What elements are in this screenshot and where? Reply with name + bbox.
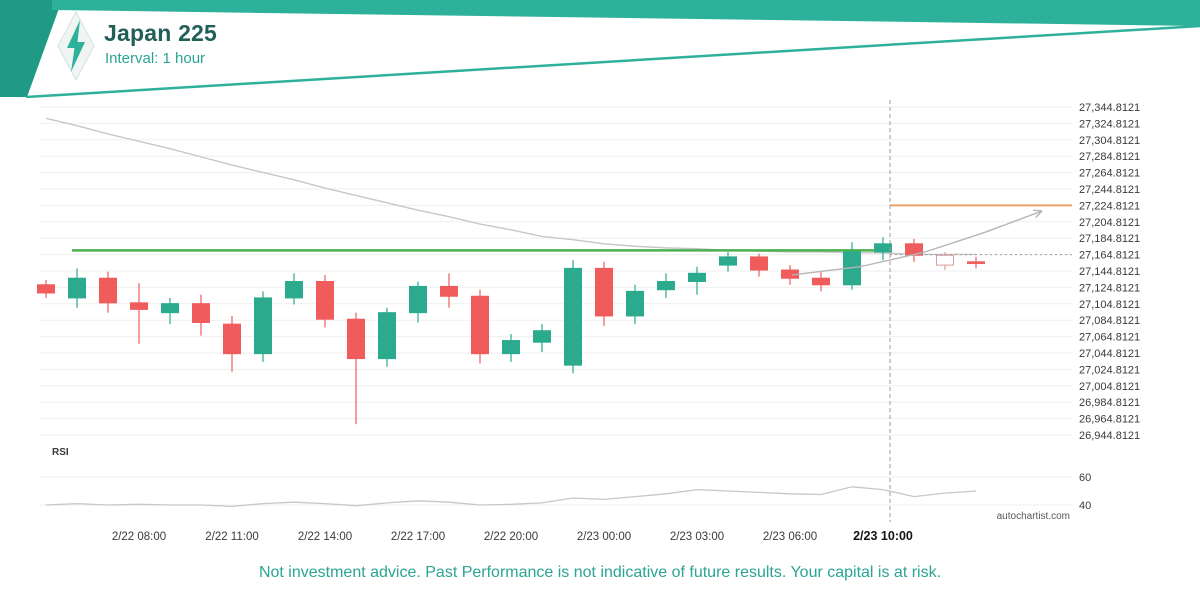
forecast-line <box>791 210 1043 276</box>
banner-diagonal-edge <box>25 24 1200 98</box>
candle-body <box>285 281 303 299</box>
candle-body <box>626 290 644 317</box>
candle-body <box>68 277 86 299</box>
candle-body <box>130 302 148 310</box>
price-tick-label: 27,284.8121 <box>1079 151 1140 163</box>
price-tick-label: 26,944.8121 <box>1079 430 1140 442</box>
x-axis-label: 2/23 06:00 <box>763 531 817 543</box>
x-axis-label: 2/22 08:00 <box>112 531 166 543</box>
price-tick-label: 27,224.8121 <box>1079 200 1140 212</box>
moving-average-line <box>45 117 976 256</box>
price-tick-label: 27,164.8121 <box>1079 250 1140 262</box>
x-axis-label: 2/22 14:00 <box>298 531 352 543</box>
price-tick-label: 27,324.8121 <box>1079 118 1140 130</box>
watermark: autochartist.com <box>996 511 1070 522</box>
candle-body <box>812 277 830 286</box>
candle-body <box>936 254 954 266</box>
price-tick-label: 27,004.8121 <box>1079 381 1140 393</box>
banner-left-band <box>0 0 62 97</box>
candle-body <box>161 303 179 314</box>
price-tick-label: 27,184.8121 <box>1079 233 1140 245</box>
candle-body <box>223 323 241 355</box>
price-tick-label: 27,244.8121 <box>1079 184 1140 196</box>
price-tick-label: 27,264.8121 <box>1079 168 1140 180</box>
x-axis-label: 2/23 10:00 <box>853 529 913 543</box>
x-axis-label: 2/23 03:00 <box>670 531 724 543</box>
header-banner <box>0 0 1200 98</box>
candle-body <box>37 284 55 294</box>
x-axis-label: 2/23 00:00 <box>577 531 631 543</box>
disclaimer-text: Not investment advice. Past Performance … <box>258 564 942 581</box>
candle-body <box>440 285 458 297</box>
price-tick-label: 27,024.8121 <box>1079 364 1140 376</box>
candle-body <box>688 272 706 283</box>
candle-body <box>471 295 489 355</box>
candle-body <box>254 297 272 355</box>
x-axis-label: 2/22 20:00 <box>484 531 538 543</box>
price-tick-label: 27,084.8121 <box>1079 315 1140 327</box>
price-tick-label: 27,344.8121 <box>1079 102 1140 114</box>
interval-label: Interval: 1 hour <box>105 50 206 67</box>
forecast-arrowhead <box>1032 209 1043 212</box>
candle-body <box>502 340 520 355</box>
x-axis-label: 2/22 17:00 <box>391 531 445 543</box>
candle-body <box>533 330 551 343</box>
price-tick-label: 27,044.8121 <box>1079 348 1140 360</box>
logo <box>57 11 95 81</box>
candle-body <box>595 267 613 317</box>
price-tick-label: 27,144.8121 <box>1079 266 1140 278</box>
price-tick-label: 27,104.8121 <box>1079 299 1140 311</box>
price-tick-label: 27,304.8121 <box>1079 135 1140 147</box>
candle-body <box>99 277 117 304</box>
price-tick-label: 26,964.8121 <box>1079 414 1140 426</box>
candle-body <box>657 281 675 291</box>
rsi-line <box>45 486 977 508</box>
candle-body <box>719 256 737 266</box>
candle-body <box>564 267 582 366</box>
x-axis-label: 2/22 11:00 <box>205 531 259 543</box>
banner-top-band <box>52 0 1200 26</box>
price-tick-label: 27,064.8121 <box>1079 332 1140 344</box>
rsi-tick-label: 40 <box>1079 500 1091 512</box>
rsi-panel-label: RSI <box>52 447 69 458</box>
candle-body <box>967 261 985 264</box>
logo-bolt-icon <box>67 20 85 72</box>
price-tick-label: 27,124.8121 <box>1079 282 1140 294</box>
candle-body <box>750 256 768 271</box>
candle-body <box>409 285 427 314</box>
forecast-arrowhead <box>1035 210 1043 218</box>
candle-body <box>316 281 334 320</box>
candle-body <box>874 243 892 253</box>
page-title: Japan 225 <box>104 20 218 46</box>
candle-body <box>378 312 396 360</box>
rsi-tick-label: 60 <box>1079 472 1091 484</box>
price-tick-label: 26,984.8121 <box>1079 397 1140 409</box>
price-tick-label: 27,204.8121 <box>1079 217 1140 229</box>
candle-body <box>192 303 210 324</box>
candle-body <box>905 243 923 256</box>
candle-body <box>347 318 365 360</box>
